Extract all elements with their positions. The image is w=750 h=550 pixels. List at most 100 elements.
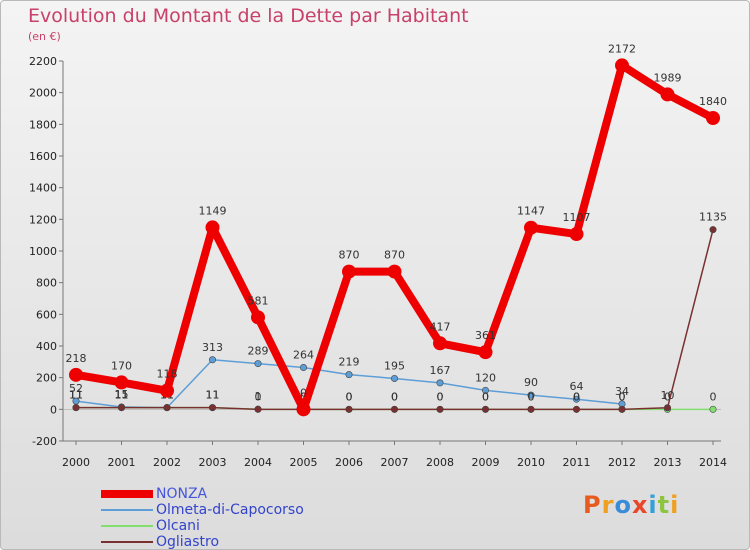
- data-point-olmeta-di-capocorso: [572, 395, 580, 403]
- data-point-nonza: [524, 220, 538, 235]
- y-tick-label: 400: [36, 340, 57, 353]
- x-tick-label: 2007: [381, 456, 409, 469]
- data-point-olcani: [709, 405, 717, 413]
- data-point-olmeta-di-capocorso: [209, 356, 217, 364]
- data-point-nonza: [706, 111, 720, 125]
- data-label: 15: [115, 388, 129, 401]
- data-label: 1147: [517, 205, 545, 218]
- data-point-ogliastro: [663, 404, 671, 412]
- series-line-nonza: [75, 61, 715, 414]
- data-label: 1840: [699, 95, 727, 108]
- data-label: 0: [664, 390, 671, 403]
- y-tick-label: 2000: [29, 87, 57, 100]
- legend-item: Olcani: [101, 518, 304, 534]
- data-label: 219: [339, 356, 360, 369]
- data-point-ogliastro: [527, 405, 535, 413]
- data-point-nonza: [160, 383, 174, 398]
- y-tick-label: 800: [36, 277, 57, 290]
- data-label: 0: [391, 390, 398, 403]
- data-label: 11: [115, 389, 129, 402]
- x-tick-label: 2013: [654, 456, 682, 469]
- data-point-olmeta-di-capocorso: [481, 386, 489, 394]
- data-label: 167: [430, 364, 451, 377]
- proxiti-logo: Proxiti: [583, 491, 680, 519]
- data-label: 0: [573, 390, 580, 403]
- x-tick-label: 2014: [699, 456, 727, 469]
- data-label: 0: [391, 390, 398, 403]
- data-point-ogliastro: [163, 404, 171, 412]
- data-point-nonza: [296, 402, 311, 417]
- y-tick-label: 1200: [29, 213, 57, 226]
- y-tick-label: 1400: [29, 182, 57, 195]
- data-label: 2172: [608, 42, 636, 55]
- chart-legend: NONZA Olmeta-di-Capocorso Olcani Ogliastro: [101, 486, 304, 549]
- data-label: 170: [111, 359, 132, 372]
- legend-swatch: [101, 509, 153, 511]
- x-tick-label: 2012: [608, 456, 636, 469]
- data-point-nonza: [478, 345, 493, 360]
- data-label: 870: [339, 249, 360, 262]
- data-point-nonza: [615, 58, 629, 73]
- x-tick-label: 2000: [62, 456, 90, 469]
- data-label: 11: [206, 389, 220, 402]
- data-label: 1989: [654, 71, 682, 84]
- data-label: 0: [710, 390, 717, 403]
- data-label: 34: [615, 385, 629, 398]
- data-label: 0: [346, 390, 353, 403]
- data-label: 0: [528, 390, 535, 403]
- data-label: 10: [661, 389, 675, 402]
- data-point-nonza: [569, 227, 584, 242]
- data-label: 1: [255, 390, 262, 403]
- data-label: 0: [346, 390, 353, 403]
- data-label: 417: [430, 320, 451, 333]
- data-point-olmeta-di-capocorso: [527, 391, 535, 399]
- data-label: 264: [293, 349, 314, 362]
- y-tick-label: 200: [36, 372, 57, 385]
- data-point-olmeta-di-capocorso: [299, 364, 307, 372]
- data-point-nonza: [387, 264, 402, 279]
- x-tick-label: 2009: [472, 456, 500, 469]
- data-label: 90: [524, 376, 538, 389]
- data-point-olmeta-di-capocorso: [254, 360, 262, 368]
- data-label: 218: [66, 352, 87, 365]
- data-point-ogliastro: [481, 405, 489, 413]
- data-point-olmeta-di-capocorso: [436, 379, 444, 387]
- data-point-nonza: [114, 375, 129, 390]
- data-label: 289: [248, 345, 269, 358]
- data-label: 0: [482, 390, 489, 403]
- x-tick-label: 2004: [244, 456, 272, 469]
- data-label: 313: [202, 341, 223, 354]
- data-point-ogliastro: [254, 405, 262, 413]
- data-label: 1107: [563, 211, 591, 224]
- data-label: 0: [437, 390, 444, 403]
- y-tick-label: -200: [32, 435, 57, 448]
- x-tick-label: 2011: [563, 456, 591, 469]
- x-tick-label: 2010: [517, 456, 545, 469]
- y-tick-label: 1000: [29, 245, 57, 258]
- legend-swatch: [101, 541, 153, 543]
- y-tick-label: 600: [36, 308, 57, 321]
- data-label: 11: [69, 389, 83, 402]
- data-label: 11: [115, 389, 129, 402]
- x-tick-label: 2006: [335, 456, 363, 469]
- legend-swatch: [101, 490, 153, 498]
- data-label: 0: [619, 390, 626, 403]
- data-point-olmeta-di-capocorso: [390, 374, 398, 382]
- data-label: 118: [157, 368, 178, 381]
- data-point-ogliastro: [572, 405, 580, 413]
- legend-label: Olmeta-di-Capocorso: [156, 502, 304, 518]
- data-label: 1149: [199, 204, 227, 217]
- y-tick-label: 2200: [29, 55, 57, 68]
- data-point-nonza: [660, 87, 675, 102]
- legend-item: NONZA: [101, 486, 304, 502]
- legend-item: Olmeta-di-Capocorso: [101, 502, 304, 518]
- data-point-olmeta-di-capocorso: [345, 371, 353, 379]
- data-label: 0: [255, 390, 262, 403]
- chart-subtitle: (en €): [28, 30, 61, 43]
- data-label: 870: [384, 249, 405, 262]
- data-point-ogliastro: [118, 404, 126, 412]
- x-tick-label: 2008: [426, 456, 454, 469]
- data-label: 0: [573, 390, 580, 403]
- data-label: 0: [437, 390, 444, 403]
